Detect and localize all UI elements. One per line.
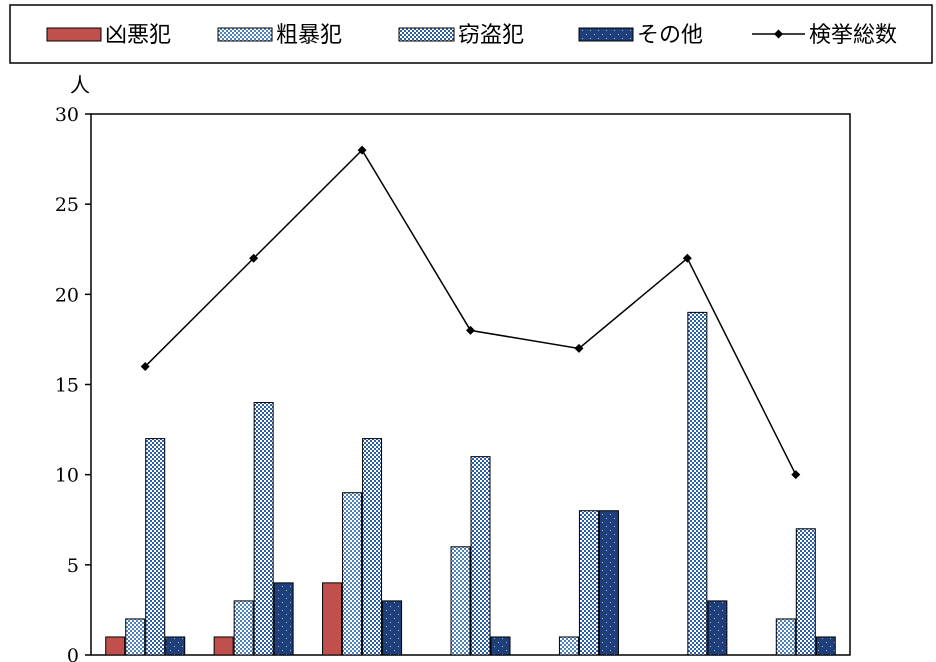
bar-dots-1: [273, 582, 294, 656]
total-point: [357, 145, 367, 155]
bar-checker-0: [125, 618, 146, 656]
y-tick-label: 20: [55, 284, 79, 306]
legend-swatch: [578, 27, 634, 42]
bar-checker-1: [233, 600, 254, 656]
y-unit-label: 人: [70, 73, 90, 97]
y-tick-label: 0: [67, 645, 79, 662]
bar-checker-dense-1: [253, 402, 274, 656]
bar-checker-dense-6: [795, 528, 816, 656]
total-point: [574, 343, 584, 353]
total-point: [791, 470, 801, 480]
total-point: [466, 325, 475, 335]
legend-swatch: [217, 27, 273, 42]
bar-dots-0: [165, 636, 186, 656]
y-tick-label: 30: [55, 104, 79, 126]
y-tick-label: 15: [55, 375, 79, 397]
bar-dots-2: [382, 600, 403, 656]
bar-solid-0: [105, 636, 126, 656]
bar-checker-4: [558, 636, 579, 656]
total-point: [682, 253, 692, 263]
legend-label: 粗暴犯: [276, 23, 342, 48]
legend-line-marker: [774, 29, 783, 39]
legend-label: 凶悪犯: [105, 23, 171, 48]
total-line-group: [140, 145, 801, 480]
y-axis: 0 5 10 15 20 25 30: [55, 104, 91, 662]
bar-solid-1: [213, 636, 234, 656]
bar-checker-3: [450, 546, 471, 656]
bar-checker-2: [342, 492, 363, 656]
bar-checker-dense-3: [470, 456, 491, 656]
bar-dots-5: [707, 600, 728, 656]
bar-checker-dense-4: [578, 510, 599, 656]
bar-solid-2: [322, 582, 343, 656]
bar-dots-6: [815, 636, 836, 656]
bar-checker-6: [775, 618, 796, 656]
total-point: [140, 361, 150, 371]
legend-label: 窃盗犯: [458, 23, 524, 48]
y-tick-label: 25: [55, 194, 79, 216]
total-point: [249, 253, 259, 263]
bar-checker-dense-2: [362, 438, 383, 656]
legend-swatch: [46, 27, 102, 42]
y-tick-label: 10: [55, 465, 79, 487]
legend-label: 検挙総数: [809, 23, 897, 48]
legend-label: その他: [637, 23, 703, 48]
bar-dots-3: [490, 636, 511, 656]
bar-dots-4: [598, 510, 619, 656]
y-tick-label: 5: [67, 555, 79, 577]
bars-group: [105, 311, 836, 656]
bar-checker-dense-0: [145, 438, 166, 656]
legend: 凶悪犯 粗暴犯 窃盗犯 その他 検挙総数: [46, 23, 897, 48]
legend-swatch: [398, 27, 455, 42]
bar-checker-dense-5: [687, 311, 708, 656]
